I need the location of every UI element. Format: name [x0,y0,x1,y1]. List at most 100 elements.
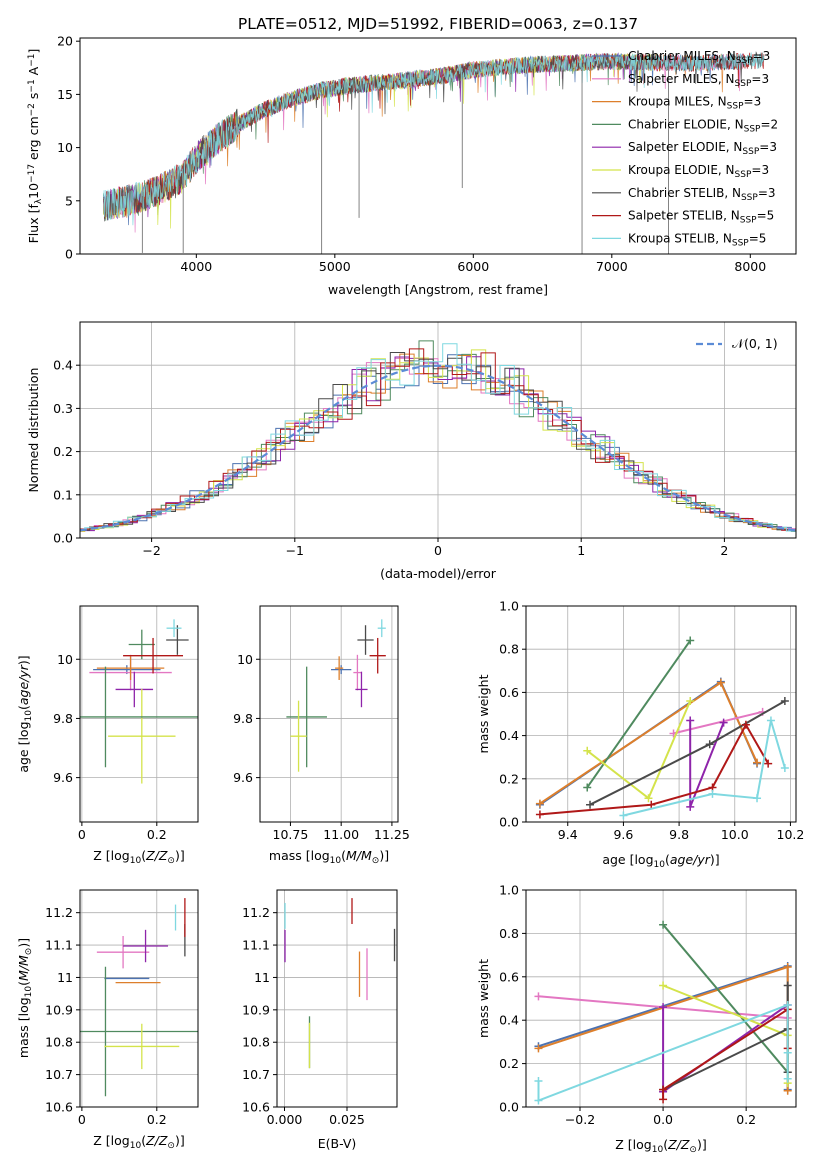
weight-marker [753,758,762,767]
age-vs-mass-xlabel: mass [log10(M/M⊙)] [269,848,389,866]
legend-label: Salpeter ELODIE, NSSP=3 [628,140,777,157]
weight-vs-age-xtick-label: 9.6 [613,827,633,842]
weight-marker [619,811,628,820]
weight-marker [659,920,668,929]
weight-vs-z-plot-area [534,920,792,1105]
age-vs-mass-xtick-label: 10.75 [273,827,309,842]
legend-label: Salpeter MILES, NSSP=3 [628,72,769,89]
weight-marker [780,764,789,772]
weight-line [539,722,770,816]
age-vs-z-plot-area [80,619,198,784]
legend-label: Chabrier ELODIE, NSSP=2 [628,117,778,134]
age-vs-mass-frame [259,605,399,823]
mass-vs-ebv-ytick-label: 10.6 [242,1100,270,1115]
mass-vs-z-frame [79,889,199,1108]
spectrum-xtick-label: 6000 [457,259,489,274]
spectrum-ytick-label: 5 [65,193,73,208]
residuals-ytick-label: 0.4 [53,358,73,373]
weight-vs-age-xtick-label: 9.4 [558,827,578,842]
mass-vs-ebv-xtick-label: 0.025 [329,1112,365,1127]
legend-label: Salpeter STELIB, NSSP=5 [628,209,774,226]
mass-vs-z-ylabel: mass [log10(M/M⊙)] [16,938,34,1058]
weight-marker [783,963,792,972]
weight-marker [783,1074,792,1083]
mass-vs-z-ytick-label: 10.7 [45,1067,73,1082]
weight-marker [583,783,592,792]
spectrum-plot-area [103,51,765,254]
mass-vs-z-xtick-label: 0 [78,1112,86,1127]
weight-marker [686,802,695,811]
spectrum-legend: Chabrier MILES, NSSP=3 Salpeter MILES, NS… [592,49,778,248]
weight-vs-z-xtick-label: 0.2 [736,1112,756,1127]
residuals-xtick-label: 2 [720,543,728,558]
weight-marker [686,697,695,706]
weight-marker [719,718,728,727]
mass-vs-z-xlabel: Z [log10(Z/Z⊙)] [93,1133,184,1151]
weight-vs-z-ytick-label: 0.0 [499,1100,519,1115]
spectrum-ytick-label: 10 [57,140,73,155]
mass-vs-ebv-ytick-label: 10.8 [242,1035,270,1050]
weight-line [662,924,789,1073]
histogram-step [80,348,796,532]
mass-vs-ebv-xtick-label: 0.000 [267,1112,303,1127]
weight-vs-age-xlabel: age [log10(age/yr)] [602,852,719,870]
weight-marker [534,1096,543,1105]
weight-marker [783,981,792,990]
mass-vs-z-plot-area [80,898,198,1097]
residuals-plot-area [80,340,796,533]
spectrum-frame [79,37,797,255]
weight-marker [647,800,656,809]
weight-vs-z-ytick-label: 0.8 [499,926,519,941]
weight-vs-age-xtick-label: 9.8 [669,827,689,842]
weight-marker [764,759,773,768]
weight-line [589,700,786,806]
residuals-ytick-label: 0.0 [53,531,73,546]
weight-marker [644,794,653,803]
weight-vs-age-xtick-label: 10.0 [721,827,749,842]
weight-vs-age-ytick-label: 0.4 [499,728,519,743]
weight-vs-age-ytick-label: 1.0 [499,599,519,614]
weight-marker [783,1086,792,1095]
residuals-panel: −2 −1 0 1 2 0.0 0.1 0.2 0.3 0.4 𝒩(0, 1) (data-model… [26,321,797,581]
weight-marker [753,794,762,803]
age-vs-z-ytick-label: 9.8 [53,711,73,726]
weight-line [662,1007,789,1100]
age-vs-z-xlabel: Z [log10(Z/Z⊙)] [93,848,184,866]
mass-vs-ebv-ytick-label: 10.7 [242,1067,270,1082]
histogram-step [80,340,796,532]
weight-marker [659,981,668,990]
mass-vs-ebv-ytick-label: 11 [254,970,270,985]
spectrum-line [103,52,765,226]
age-vs-z-ylabel: age [log10(age/yr)] [16,655,34,772]
mass-vs-ebv-plot-area [284,898,396,1069]
legend-label: Kroupa MILES, NSSP=3 [628,95,761,112]
weight-marker [659,1003,668,1012]
residuals-xtick-label: −2 [142,543,160,558]
mass-vs-ebv-ytick-label: 10.9 [242,1002,270,1017]
age-vs-mass-xtick-label: 11.25 [374,827,410,842]
weight-marker [586,800,595,809]
mass-vs-z-ytick-label: 11 [57,970,73,985]
weight-marker [741,720,750,729]
residuals-ylabel: Normed distribution [26,368,41,493]
residuals-xtick-label: −1 [286,543,304,558]
age-vs-mass-ytick-label: 9.8 [233,711,253,726]
weight-marker [783,1048,792,1057]
age-vs-z-xtick-label: 0 [78,827,86,842]
age-vs-mass-xtick-label: 11.00 [323,827,359,842]
weight-vs-age-ytick-label: 0.0 [499,815,519,830]
weight-marker [534,1044,543,1053]
weight-vs-z-ylabel: mass weight [476,959,491,1038]
spectrum-panel: 4000 5000 6000 7000 8000 0 5 10 15 20 wavelength [… [26,34,797,297]
weight-marker [783,1001,792,1010]
legend-label: Chabrier MILES, NSSP=3 [628,49,770,66]
weight-vs-age-panel: 9.4 9.6 9.8 10.0 10.2 0.0 0.2 0.4 0.6 0.8 1.0 age [… [476,599,804,870]
residuals-xtick-label: 1 [577,543,585,558]
age-vs-mass-panel: 10.75 11.00 11.25 9.6 9.8 10 mass [log10(M/M⊙)… [233,605,410,866]
weight-marker [583,746,592,755]
age-vs-z-panel: 0 0.2 9.6 9.8 10 Z [log10(Z/Z⊙)] age [log10(ag… [16,605,199,866]
weight-marker [780,697,789,706]
age-vs-mass-ytick-label: 9.6 [233,770,253,785]
weight-vs-z-frame [525,889,797,1108]
